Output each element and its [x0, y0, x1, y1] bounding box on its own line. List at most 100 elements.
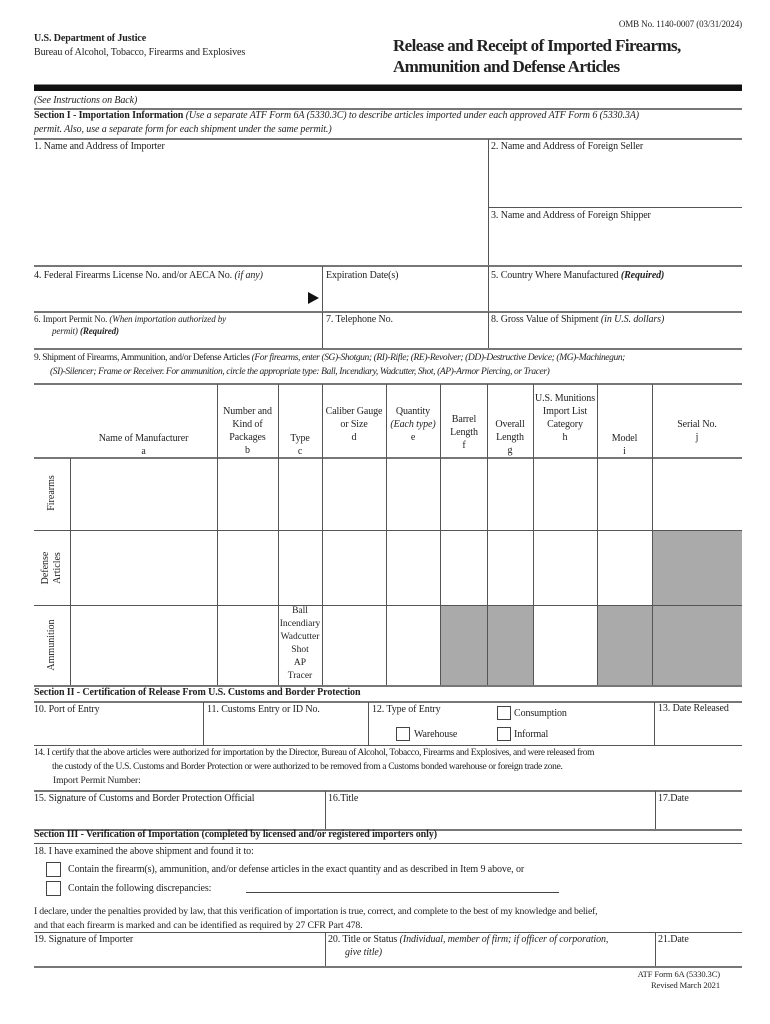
field-19-label: 19. Signature of Importer — [34, 934, 134, 945]
field-9-label: 9. Shipment of Firearms, Ammunition, and… — [34, 353, 250, 363]
form-title-line2: Ammunition and Defense Articles — [393, 57, 620, 76]
field-20-note: (Individual, member of firm; if officer … — [399, 934, 609, 945]
consumption-checkbox[interactable] — [497, 706, 511, 720]
informal-label: Informal — [514, 729, 549, 740]
form-title-line1: Release and Receipt of Imported Firearms… — [393, 36, 681, 55]
col-c-header: Type c — [290, 433, 310, 457]
foreign-shipper-field[interactable] — [489, 224, 742, 264]
declaration-line1: I declare, under the penalties provided … — [34, 906, 598, 917]
warehouse-label: Warehouse — [414, 729, 458, 740]
cbp-title-field[interactable] — [326, 806, 654, 828]
field-4-note: (if any) — [234, 270, 263, 281]
row-label-ammunition: Ammunition — [46, 619, 57, 671]
agency: U.S. Department of Justice — [34, 33, 147, 44]
row-label-defense-articles: Defense Articles — [40, 551, 63, 585]
row-label-firearms: Firearms — [46, 475, 57, 511]
field-8-label: 8. Gross Value of Shipment — [491, 314, 599, 325]
declaration-line2: and that each firearm is marked and can … — [34, 920, 363, 931]
omb-number: OMB No. 1140-0007 (03/31/2024) — [618, 19, 742, 29]
ammo-type-incendiary[interactable]: Incendiary — [279, 619, 321, 629]
option-discrepancies: Contain the following discrepancies: — [68, 883, 212, 894]
field-16-label: 16.Title — [328, 793, 359, 804]
gross-value-field[interactable] — [489, 327, 742, 347]
expiration-label: Expiration Date(s) — [326, 270, 399, 281]
cbp-signature-field[interactable] — [34, 806, 324, 828]
field-10-label: 10. Port of Entry — [34, 704, 100, 715]
country-manufactured-field[interactable] — [489, 283, 742, 310]
expiration-date-field[interactable] — [323, 283, 487, 310]
section1-note: (Use a separate ATF Form 6A (5330.3C) to… — [185, 110, 639, 121]
field-8-note: (in U.S. dollars) — [600, 314, 665, 325]
bureau: Bureau of Alcohol, Tobacco, Firearms and… — [34, 47, 246, 58]
field-13-label: 13. Date Released — [658, 703, 729, 714]
arrow-right-icon — [308, 292, 319, 304]
section1-note2: permit. Also, use a separate form for ea… — [34, 124, 332, 135]
ammo-type-ap[interactable]: AP — [293, 658, 307, 668]
field-20-label: 20. Title or Status — [328, 934, 398, 945]
field-4-label: 4. Federal Firearms License No. and/or A… — [34, 270, 233, 281]
section3-heading: Section III - Verification of Importatio… — [34, 829, 437, 840]
field-21-label: 21.Date — [658, 934, 689, 945]
ffl-number-field[interactable] — [34, 283, 320, 310]
import-permit-number-field[interactable] — [150, 775, 350, 788]
field-11-label: 11. Customs Entry or ID No. — [207, 704, 320, 715]
contain-exact-checkbox[interactable] — [46, 862, 61, 877]
field-18-label: 18. I have examined the above shipment a… — [34, 846, 254, 857]
discrepancies-checkbox[interactable] — [46, 881, 61, 896]
field-20-note2: give title) — [345, 947, 382, 958]
field-6-required: (Required) — [79, 326, 119, 336]
section1-heading: Section I - Importation Information — [34, 110, 184, 121]
informal-checkbox[interactable] — [497, 727, 511, 741]
field-2-label: 2. Name and Address of Foreign Seller — [491, 141, 644, 152]
consumption-label: Consumption — [514, 708, 567, 719]
field-7-label: 7. Telephone No. — [326, 314, 393, 325]
field-12-label: 12. Type of Entry — [372, 704, 441, 715]
foreign-seller-field[interactable] — [489, 155, 742, 205]
ammo-type-shot[interactable]: Shot — [291, 645, 309, 655]
shaded-cell — [598, 606, 742, 685]
shaded-cell — [653, 531, 742, 605]
col-g-header: Overall Length g — [495, 419, 525, 456]
col-b-header: Number and Kind of Packages b — [223, 406, 272, 456]
col-i-header: Model i — [611, 433, 638, 457]
field-6-note: (When importation authorized by — [109, 314, 227, 324]
date-released-field[interactable] — [655, 716, 742, 744]
discrepancies-field[interactable] — [246, 880, 559, 893]
col-f-header: Barrel Length f — [450, 414, 478, 451]
ammo-type-wadcutter[interactable]: Wadcutter — [280, 632, 320, 642]
section2-heading: Section II - Certification of Release Fr… — [34, 687, 361, 698]
ammo-type-ball[interactable]: Ball — [292, 606, 308, 616]
field-5-required: (Required) — [620, 270, 665, 281]
field-6-label: 6. Import Permit No. — [34, 314, 108, 324]
field-17-label: 17.Date — [658, 793, 689, 804]
ammo-type-tracer[interactable]: Tracer — [287, 671, 313, 681]
cbp-date-field[interactable] — [656, 806, 742, 828]
header-rule — [34, 84, 742, 91]
col-d-header: Caliber Gauge or Size d — [325, 406, 383, 443]
import-permit-number-label: Import Permit Number: — [53, 776, 141, 786]
option-contain-exact: Contain the firearm(s), ammunition, and/… — [68, 864, 525, 875]
col-h-header: U.S. Munitions Import List Category h — [535, 393, 596, 443]
col-a-header: Name of Manufacturer a — [98, 433, 189, 457]
revision-date: Revised March 2021 — [650, 980, 720, 990]
instructions: (See Instructions on Back) — [34, 95, 138, 106]
field-9-note2: (SI)-Silencer; Frame or Receiver. For am… — [50, 367, 550, 377]
customs-entry-field[interactable] — [204, 717, 367, 744]
col-e-header: Quantity (Each type) e — [390, 406, 436, 443]
field-9-note: (For firearms, enter (SG)-Shotgun; (RI)-… — [251, 353, 626, 363]
ammo-type-options: Ball Incendiary Wadcutter Shot AP Tracer — [278, 605, 322, 683]
telephone-field[interactable] — [323, 327, 487, 347]
importer-signature-field[interactable] — [34, 947, 324, 965]
field-3-label: 3. Name and Address of Foreign Shipper — [491, 210, 651, 221]
field-5-label: 5. Country Where Manufactured — [491, 270, 619, 281]
field-1-label: 1. Name and Address of Importer — [34, 141, 165, 152]
port-of-entry-field[interactable] — [34, 717, 202, 744]
importer-name-address-field[interactable] — [34, 140, 488, 265]
field-14-line2: the custody of the U.S. Customs and Bord… — [52, 762, 563, 772]
field-14-line1: 14. I certify that the above articles we… — [34, 748, 595, 758]
warehouse-checkbox[interactable] — [396, 727, 410, 741]
form-number: ATF Form 6A (5330.3C) — [637, 969, 721, 979]
field-6-note2: permit) — [52, 326, 78, 336]
importer-date-field[interactable] — [656, 947, 742, 965]
col-j-header: Serial No. j — [677, 419, 717, 443]
